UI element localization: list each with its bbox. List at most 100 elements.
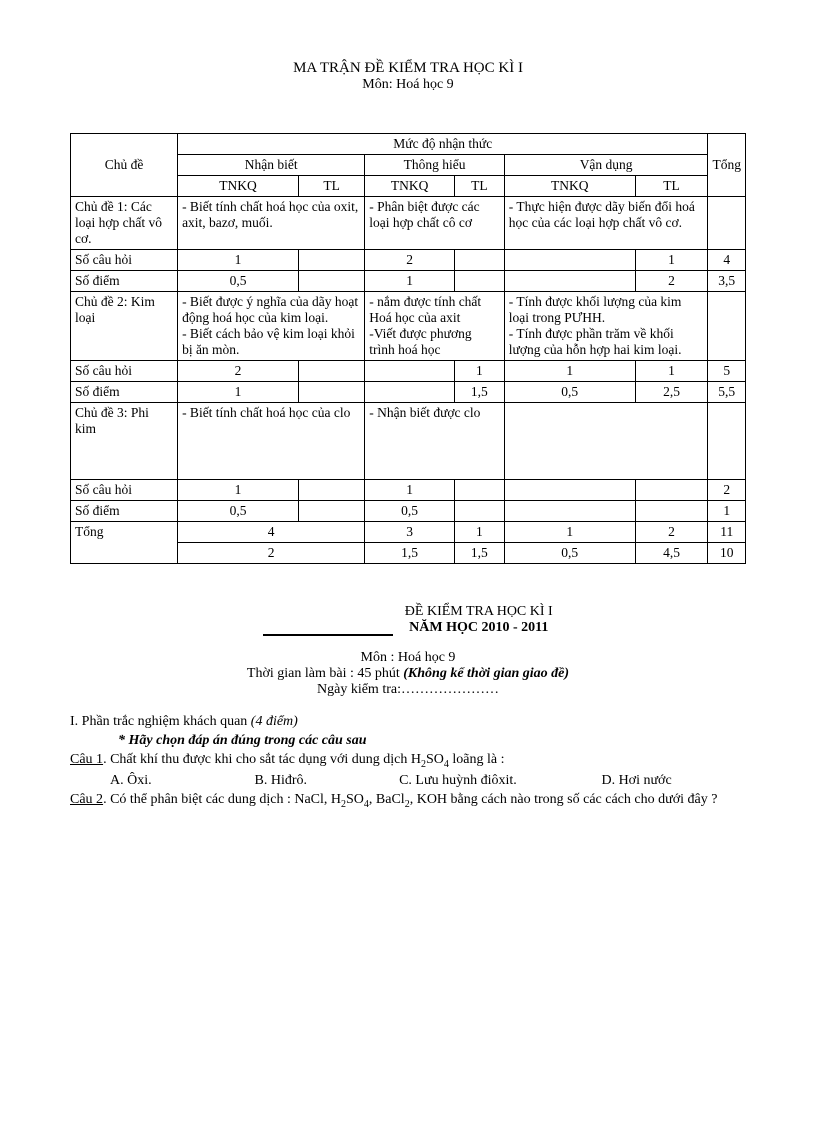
row-tong: Tổng [71,522,178,564]
cell: 3,5 [708,271,746,292]
row-sch: Số câu hỏi [71,480,178,501]
cell [298,250,364,271]
questions-block: I. Phần trắc nghiệm khách quan (4 điểm) … [70,714,746,810]
cell: 2 [365,250,455,271]
cd1-nb: - Biết tính chất hoá học của oxit, axit,… [178,197,365,250]
section-1-heading: I. Phần trắc nghiệm khách quan (4 điểm) [70,714,746,730]
exam-section: ĐỀ KIỂM TRA HỌC KÌ I NĂM HỌC 2010 - 2011… [70,604,746,810]
opt-d: D. Hơi nước [601,773,746,789]
question-2: Câu 2. Có thể phân biệt các dung dịch : … [70,792,746,810]
cell [298,382,364,403]
q2-text-c: , BaCl [369,792,405,807]
page-title-1: MA TRẬN ĐỀ KIỂM TRA HỌC KÌ I [70,60,746,77]
cell [635,501,708,522]
opt-c: C. Lưu huỳnh điôxit. [399,773,601,789]
cd1-name: Chủ đề 1: Các loại hợp chất vô cơ. [71,197,178,250]
opt-a: A. Ôxi. [110,773,255,789]
cell: 1,5 [454,543,504,564]
row-sch: Số câu hỏi [71,361,178,382]
cell: 2 [178,361,299,382]
col-tong: Tổng [708,134,746,197]
col-chude: Chủ đề [71,134,178,197]
cell: TL [454,176,504,197]
exam-subject: Môn : Hoá học 9 [70,650,746,666]
cell: TNKQ [504,176,635,197]
exam-title-1: ĐỀ KIỂM TRA HỌC KÌ I [405,604,553,620]
cd3-nb: - Biết tính chất hoá học của clo [178,403,365,480]
cell: 2 [178,543,365,564]
cd2-nb: - Biết được ý nghĩa của dãy hoạt động ho… [178,292,365,361]
cell [504,501,635,522]
cell [504,250,635,271]
cell: 1 [504,361,635,382]
cell [708,292,746,361]
col-nhanbiet: Nhận biết [178,155,365,176]
cell: 1 [504,522,635,543]
cell: 5,5 [708,382,746,403]
cd2-th: - nắm được tính chất Hoá học của axit -V… [365,292,505,361]
q2-text-a: . Có thể phân biệt các dung dịch : NaCl,… [103,792,341,807]
cell: 0,5 [504,543,635,564]
cd3-th: - Nhận biết được clo [365,403,505,480]
cell [454,501,504,522]
exam-date: Ngày kiểm tra:………………… [70,682,746,698]
time-text: Thời gian làm bài : 45 phút [247,666,403,681]
col-vandung: Vận dụng [504,155,708,176]
cell: 0,5 [178,271,299,292]
row-sdm: Số điểm [71,271,178,292]
cell: 2 [708,480,746,501]
cell: 10 [708,543,746,564]
cell: 3 [365,522,455,543]
instruction: * Hãy chọn đáp án đúng trong các câu sau [118,733,746,749]
q1-text-a: . Chất khí thu được khi cho sắt tác dụng… [103,752,421,767]
cell: 1 [635,250,708,271]
blank-line [263,634,393,636]
cell: 5 [708,361,746,382]
cell: 1 [635,361,708,382]
cell [298,501,364,522]
q1-options: A. Ôxi. B. Hiđrô. C. Lưu huỳnh điôxit. D… [110,773,746,789]
cell [298,361,364,382]
exam-time: Thời gian làm bài : 45 phút (Không kể th… [70,666,746,682]
q2-text-b: SO [346,792,364,807]
cell: 4 [708,250,746,271]
q2-text-d: , KOH bằng cách nào trong số các cách ch… [410,792,718,807]
cell: 1 [708,501,746,522]
row-sdm: Số điểm [71,382,178,403]
cd1-th: - Phân biệt được các loại hợp chất cô cơ [365,197,505,250]
p1-text: I. Phần trắc nghiệm khách quan [70,714,251,729]
cell [504,403,708,480]
cd3-name: Chủ đề 3: Phi kim [71,403,178,480]
cell: 2 [635,522,708,543]
exam-title-2: NĂM HỌC 2010 - 2011 [405,620,553,636]
cell [635,480,708,501]
q1-text-b: SO [426,752,444,767]
cell: TNKQ [365,176,455,197]
matrix-table: Chủ đề Mức độ nhận thức Tổng Nhận biết T… [70,133,746,564]
exam-header: ĐỀ KIỂM TRA HỌC KÌ I NĂM HỌC 2010 - 2011 [70,604,746,636]
p1-points: (4 điểm) [251,714,298,729]
cell: 1 [454,361,504,382]
cell: 4 [178,522,365,543]
cell [365,361,455,382]
cell: 2,5 [635,382,708,403]
page-title-2: Môn: Hoá học 9 [70,77,746,93]
cell [298,480,364,501]
cell [504,480,635,501]
opt-b: B. Hiđrô. [255,773,400,789]
cell [454,271,504,292]
row-sdm: Số điểm [71,501,178,522]
col-thonghieu: Thông hiểu [365,155,505,176]
q1-label: Câu 1 [70,752,103,767]
cell: TNKQ [178,176,299,197]
cell: 1 [178,382,299,403]
cell: TL [298,176,364,197]
cell: 1 [365,480,455,501]
cd2-name: Chủ đề 2: Kim loại [71,292,178,361]
q1-text-c: loãng là : [449,752,505,767]
title-block: MA TRẬN ĐỀ KIỂM TRA HỌC KÌ I Môn: Hoá họ… [70,60,746,93]
q2-label: Câu 2 [70,792,103,807]
cell: 0,5 [504,382,635,403]
cell [454,250,504,271]
cell [708,403,746,480]
